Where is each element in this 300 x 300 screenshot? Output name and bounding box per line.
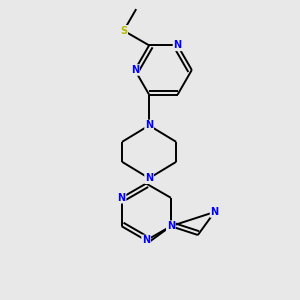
Text: N: N — [167, 221, 175, 231]
Text: N: N — [173, 40, 181, 50]
Text: N: N — [142, 236, 150, 245]
Text: N: N — [131, 65, 139, 75]
Text: N: N — [145, 120, 153, 130]
Text: N: N — [211, 207, 219, 217]
Text: S: S — [120, 26, 127, 36]
Text: N: N — [145, 173, 153, 183]
Text: N: N — [118, 193, 126, 203]
